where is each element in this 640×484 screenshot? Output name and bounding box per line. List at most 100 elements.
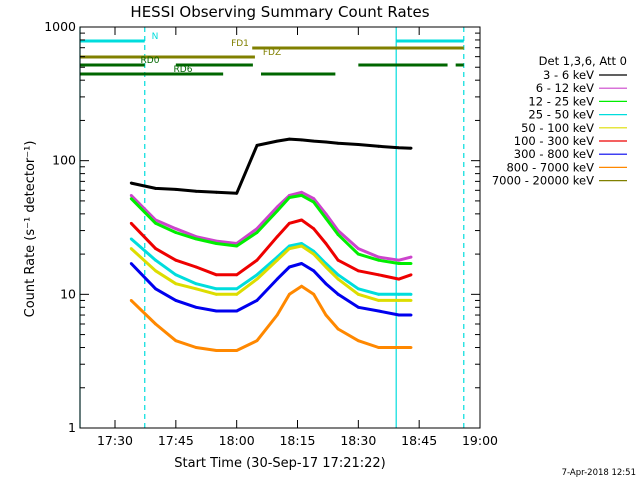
- data-point: [356, 292, 360, 296]
- data-point: [154, 247, 157, 250]
- data-point: [356, 247, 360, 250]
- data-point: [397, 292, 401, 296]
- data-point: [409, 273, 413, 277]
- data-point: [300, 138, 303, 142]
- data-point: [275, 313, 279, 317]
- data-point: [409, 313, 413, 317]
- legend-label: 100 - 300 keV: [514, 134, 594, 148]
- data-point: [174, 231, 178, 234]
- data-point: [312, 269, 316, 273]
- data-point: [174, 282, 178, 286]
- data-point: [174, 187, 178, 191]
- legend-label: 300 - 800 keV: [514, 147, 594, 161]
- data-point: [300, 262, 303, 265]
- y-tick-label: 1: [68, 420, 76, 435]
- data-point: [174, 227, 178, 231]
- data-point: [312, 292, 316, 296]
- data-point: [312, 139, 316, 143]
- data-point: [312, 200, 316, 204]
- data-point: [336, 327, 340, 331]
- data-point: [235, 292, 239, 296]
- flag-label: RD0: [141, 56, 160, 66]
- x-tick-label: 17:30: [97, 433, 133, 448]
- data-point: [397, 313, 401, 317]
- legend-label: 25 - 50 keV: [528, 108, 594, 122]
- data-point: [255, 227, 259, 231]
- data-point: [174, 273, 178, 277]
- data-point: [397, 258, 401, 262]
- data-point: [356, 143, 360, 146]
- data-point: [312, 197, 316, 201]
- legend-label: 800 - 7000 keV: [506, 160, 594, 174]
- data-point: [336, 273, 340, 277]
- data-point: [324, 313, 328, 317]
- data-point: [174, 258, 178, 262]
- x-tick-label: 19:00: [462, 433, 498, 448]
- data-point: [129, 193, 133, 197]
- data-point: [129, 262, 133, 265]
- data-point: [235, 244, 239, 248]
- data-point: [194, 346, 198, 349]
- data-point: [336, 292, 340, 296]
- plot-area: N FD1 FDZ RD0 RD6: [79, 27, 465, 428]
- legend-label: 50 - 100 keV: [521, 121, 594, 135]
- data-point: [336, 233, 340, 236]
- data-point: [397, 262, 401, 265]
- data-point: [174, 299, 178, 302]
- flag-label: N: [152, 32, 159, 42]
- data-point: [409, 292, 413, 296]
- data-point: [377, 299, 381, 302]
- data-point: [154, 258, 157, 262]
- data-point: [397, 346, 401, 349]
- data-point: [356, 269, 360, 273]
- data-point: [194, 237, 198, 241]
- data-point: [336, 258, 340, 262]
- data-point: [154, 187, 157, 190]
- data-point: [214, 242, 218, 245]
- data-point: [194, 287, 198, 291]
- y-axis-label: Count Rate (s⁻¹ detector⁻¹): [23, 141, 38, 318]
- data-point: [409, 146, 413, 150]
- data-point: [287, 137, 291, 141]
- data-point: [235, 273, 239, 277]
- data-point: [255, 258, 259, 262]
- data-point: [336, 141, 340, 145]
- y-tick-label: 100: [52, 153, 76, 168]
- data-point: [287, 247, 291, 250]
- data-point: [255, 277, 259, 281]
- data-point: [356, 305, 360, 309]
- chart-title: HESSI Observing Summary Count Rates: [130, 3, 429, 21]
- data-point: [129, 197, 133, 201]
- data-point: [312, 227, 316, 231]
- data-point: [409, 346, 413, 349]
- data-point: [275, 277, 279, 281]
- x-tick-label: 18:15: [279, 433, 315, 448]
- data-point: [324, 216, 328, 220]
- data-point: [324, 242, 328, 245]
- data-point: [300, 218, 303, 222]
- data-point: [397, 277, 401, 281]
- data-point: [287, 244, 291, 248]
- y-tick-label: 10: [60, 286, 76, 301]
- data-point: [312, 252, 316, 256]
- data-point: [356, 339, 360, 343]
- legend-label: 7000 - 20000 keV: [492, 174, 594, 188]
- data-point: [300, 190, 303, 194]
- data-point: [324, 265, 328, 269]
- data-point: [255, 299, 259, 302]
- y-tick-label: 1000: [44, 19, 76, 34]
- x-tick-label: 18:45: [401, 433, 437, 448]
- data-point: [129, 181, 133, 185]
- data-point: [214, 273, 218, 277]
- data-point: [377, 273, 381, 277]
- data-point: [287, 265, 291, 269]
- data-point: [356, 287, 360, 291]
- data-point: [235, 191, 239, 195]
- data-point: [409, 299, 413, 302]
- data-point: [275, 209, 279, 213]
- data-point: [300, 284, 303, 288]
- flag-label: FDZ: [263, 48, 281, 58]
- data-point: [275, 139, 279, 143]
- plot-frame: [79, 26, 481, 429]
